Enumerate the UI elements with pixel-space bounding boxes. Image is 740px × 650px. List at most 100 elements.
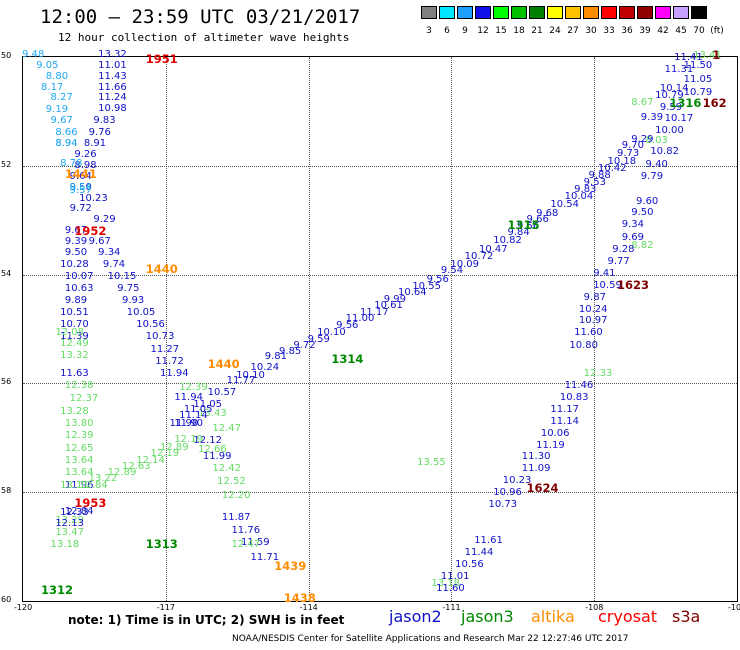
- scale-label: 42: [657, 26, 669, 36]
- wave-height-value: 10.10: [236, 369, 265, 381]
- wave-height-value: 9.83: [574, 183, 597, 195]
- longitude-label: -105: [728, 603, 740, 612]
- wave-height-value: 8.94: [55, 138, 78, 150]
- wave-height-value: 12.66: [198, 443, 227, 455]
- wave-height-value: 11.46: [564, 379, 594, 391]
- color-scale-legend: 3 6 9 12 15 18 21 24 27 30 33 36 39 42 45 70 (ft): [421, 6, 731, 46]
- wave-height-value: 10.97: [578, 315, 608, 327]
- wave-height-value: 11.09: [521, 463, 551, 475]
- latitude-label: 54: [1, 268, 12, 278]
- wave-height-value: 10.82: [650, 145, 679, 157]
- wave-height-value: 9.50: [631, 206, 654, 218]
- wave-height-value: 11.44: [464, 547, 494, 559]
- wave-height-value: 9.67: [64, 225, 88, 237]
- wave-height-value: 10.05: [126, 306, 156, 318]
- parallel-gridline: [23, 383, 737, 385]
- wave-height-value: 11.05: [193, 399, 222, 411]
- wave-height-value: 9.79: [640, 170, 664, 182]
- wave-height-value: 9.54: [440, 265, 464, 277]
- wave-height-value: 11.00: [345, 313, 375, 325]
- wave-height-value: 11.90: [169, 417, 199, 429]
- wave-height-value: 11.71: [250, 551, 280, 563]
- wave-height-value: 12.39: [64, 429, 94, 441]
- wave-height-value: 12.63: [121, 460, 151, 472]
- wave-height-value: 11.90: [174, 417, 203, 429]
- wave-height-value: 9.93: [121, 294, 145, 306]
- wave-height-value: 12.42: [212, 463, 242, 475]
- wave-height-value: 10.54: [550, 199, 579, 211]
- wave-height-value: 13.32: [60, 350, 89, 362]
- wave-height-value: 12.52: [217, 476, 246, 488]
- wave-height-value: 12.89: [107, 466, 137, 478]
- wave-height-value: 10.59: [593, 279, 622, 291]
- wave-height-value: 9.29: [93, 214, 116, 226]
- wave-height-value: 11.61: [474, 535, 503, 547]
- wave-height-value: 10.00: [655, 125, 684, 137]
- wave-height-value: 11.94: [160, 367, 189, 379]
- pass-number-label: 1316: [669, 96, 702, 111]
- meridian-gridline: [308, 57, 310, 601]
- wave-height-value: 11.01: [440, 571, 470, 583]
- wave-height-value: 11.39: [60, 330, 89, 342]
- scale-label: (ft): [710, 26, 724, 36]
- wave-height-value: 9.77: [607, 255, 630, 267]
- wave-height-value: 12.47: [212, 423, 242, 435]
- wave-height-value: 10.73: [488, 499, 518, 511]
- scale-label: 24: [549, 26, 561, 36]
- latitude-label: 52: [1, 159, 12, 169]
- credit-line: NOAA/NESDIS Center for Satellite Applica…: [232, 634, 629, 644]
- wave-height-value: 9.59: [659, 102, 683, 114]
- wave-height-value: 9.72: [69, 203, 92, 215]
- pass-number-label: 1953: [74, 496, 107, 511]
- wave-height-value: 8.66: [55, 127, 78, 139]
- wave-height-value: 10.98: [98, 103, 127, 115]
- wave-height-value: 12.12: [193, 435, 222, 447]
- wave-height-value: 9.75: [117, 282, 140, 294]
- scale-label: 30: [585, 26, 597, 36]
- scale-swatch: [583, 6, 599, 19]
- map-frame: [22, 56, 738, 602]
- wave-height-value: 9.60: [636, 195, 659, 207]
- legend-altika: altika: [531, 607, 575, 626]
- wave-height-value: 12.39: [179, 381, 208, 393]
- wave-height-value: 11.27: [150, 343, 180, 355]
- legend-jason3: jason3: [461, 607, 514, 626]
- pass-number-label: 1952: [74, 224, 107, 239]
- wave-height-value: 10.04: [564, 191, 594, 203]
- wave-height-value: 11.50: [683, 59, 713, 71]
- wave-height-value: 13.80: [64, 417, 94, 429]
- wave-height-value: 10.61: [374, 300, 403, 312]
- wave-height-value: 9.19: [45, 104, 69, 116]
- wave-height-value: 8.80: [45, 70, 69, 82]
- wave-height-value: 10.28: [60, 258, 89, 270]
- longitude-label: -117: [156, 603, 175, 612]
- longitude-label: -114: [299, 603, 318, 612]
- legend-cryosat: cryosat: [598, 607, 658, 626]
- wave-height-value: 11.66: [98, 81, 127, 93]
- longitude-label: -120: [14, 603, 33, 612]
- wave-height-value: 10.07: [64, 270, 94, 282]
- wave-height-value: 11.72: [155, 355, 184, 367]
- wave-height-value: 8.78: [60, 157, 83, 169]
- legend-s3a: s3a: [672, 607, 701, 626]
- wave-height-value: 11.14: [179, 410, 208, 422]
- wave-height-value: 8.82: [631, 240, 654, 252]
- pass-number-label: 1441: [64, 166, 97, 181]
- legend-jason2: jason2: [389, 607, 442, 626]
- wave-height-value: 11.01: [98, 59, 127, 71]
- wave-height-value: 12.13: [55, 517, 84, 529]
- wave-height-value: 9.70: [621, 140, 645, 152]
- wave-height-value: 10.23: [502, 475, 532, 487]
- meridian-gridline: [594, 57, 596, 601]
- wave-height-value: 11.76: [231, 525, 261, 537]
- wave-height-value: 12.37: [69, 392, 99, 404]
- wave-height-value: 11.17: [359, 306, 389, 318]
- pass-number-label: 1624: [526, 481, 559, 496]
- wave-height-value: 9.48: [22, 48, 45, 60]
- pass-number-label: 1439: [274, 559, 307, 574]
- wave-height-value: 9.56: [426, 274, 449, 286]
- meridian-gridline: [451, 57, 453, 601]
- wave-height-value: 12.89: [160, 441, 189, 453]
- wave-height-value: 9.85: [279, 345, 302, 357]
- scale-label: 3: [426, 26, 432, 36]
